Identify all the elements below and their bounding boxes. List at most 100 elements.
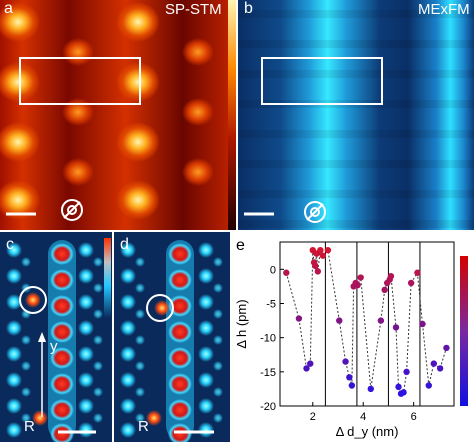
data-point	[430, 360, 438, 367]
data-point	[443, 344, 450, 352]
stm-dim-spot	[62, 158, 94, 186]
stm-bright-spot	[0, 180, 40, 220]
cyan-small-spot	[21, 387, 31, 397]
y-tick-label: -5	[266, 299, 276, 311]
panel-title-a: SP-STM	[165, 1, 222, 18]
cyan-spot	[120, 242, 136, 258]
magnetic-tip-icon-a	[61, 199, 83, 221]
mexfm-band	[238, 220, 474, 228]
origin-label-d: R	[138, 418, 149, 435]
stm-dim-spot	[62, 38, 94, 66]
stm-dim-spot	[182, 38, 214, 66]
data-point	[419, 320, 426, 328]
data-point	[324, 247, 332, 254]
x-tick-label: 2	[310, 411, 316, 423]
stm-dim-spot	[62, 98, 94, 126]
data-point	[317, 247, 324, 254]
data-point	[400, 389, 407, 396]
chart-axes: 0 -5 -10 -15 -20 2 4 6	[260, 241, 455, 423]
x-tick-label: 6	[411, 411, 417, 423]
cyan-small-spot	[135, 361, 145, 371]
mexfm-band	[238, 160, 474, 168]
stm-bright-spot	[116, 180, 160, 220]
stm-dim-spot	[182, 98, 214, 126]
cyan-spot	[78, 398, 94, 414]
simulation-image-c	[0, 232, 112, 442]
cyan-small-spot	[135, 335, 145, 345]
cyan-small-spot	[135, 309, 145, 319]
cyan-spot	[120, 294, 136, 310]
y-tick-label: -15	[260, 367, 276, 379]
cyan-small-spot	[213, 283, 223, 293]
data-point	[342, 358, 349, 365]
hot-spot	[25, 292, 41, 308]
data-point	[407, 279, 415, 287]
cyan-spot	[198, 398, 214, 414]
data-point	[319, 252, 327, 259]
red-spot	[168, 321, 192, 343]
cyan-spot	[6, 398, 22, 414]
cyan-small-spot	[93, 283, 103, 293]
panel-a-sp-stm: a SP-STM	[0, 0, 236, 230]
height-vs-distance-chart: 0 -5 -10 -15 -20 2 4 6 e Δ h (pm) Δ d_y (nm)	[232, 232, 474, 442]
cyan-spot	[120, 398, 136, 414]
mexfm-band	[238, 130, 474, 138]
data-point	[436, 365, 444, 372]
data-point	[367, 385, 374, 393]
sp-stm-image	[0, 0, 236, 230]
cyan-spot	[120, 268, 136, 284]
cyan-spot	[120, 320, 136, 336]
cyan-small-spot	[135, 413, 145, 423]
highlight-circle-c	[19, 286, 47, 314]
cyan-small-spot	[213, 387, 223, 397]
cyan-spot	[120, 422, 136, 438]
data-point	[307, 360, 314, 367]
red-spot	[168, 373, 192, 395]
panel-b-mexfm: b MExFM	[238, 0, 474, 230]
plot-frame	[279, 241, 455, 407]
red-spot	[50, 399, 74, 421]
panel-c-simulation: c y R	[0, 232, 112, 442]
y-tick-label: 0	[270, 264, 276, 276]
red-spot	[50, 269, 74, 291]
cyan-small-spot	[135, 257, 145, 267]
hot-spot	[32, 410, 48, 426]
stm-bright-spot	[0, 122, 40, 162]
cyan-spot	[78, 242, 94, 258]
cyan-small-spot	[21, 335, 31, 345]
panel-label-b: b	[244, 0, 253, 17]
magnetic-tip-icon-b	[304, 201, 326, 223]
cyan-small-spot	[213, 257, 223, 267]
dashed-series-line	[285, 248, 447, 395]
data-point	[392, 324, 400, 331]
y-tick-label: -20	[260, 401, 276, 413]
cyan-spot	[6, 320, 22, 336]
panel-e-chart: 0 -5 -10 -15 -20 2 4 6 e Δ h (pm) Δ d_y (nm)	[232, 232, 474, 442]
cyan-spot	[198, 242, 214, 258]
cyan-spot	[78, 372, 94, 388]
mexfm-band	[238, 40, 474, 48]
cyan-small-spot	[213, 413, 223, 423]
cyan-small-spot	[21, 361, 31, 371]
data-point	[348, 382, 356, 389]
cyan-small-spot	[93, 335, 103, 345]
mexfm-band	[238, 70, 474, 78]
origin-label-c: R	[24, 418, 35, 435]
cyan-small-spot	[213, 309, 223, 319]
stm-dim-spot	[182, 158, 214, 186]
cyan-spot	[6, 242, 22, 258]
cyan-spot	[78, 346, 94, 362]
colorbar-a	[228, 0, 236, 230]
red-spot	[168, 399, 192, 421]
cyan-spot	[198, 320, 214, 336]
y-axis-arrow-head	[38, 332, 46, 342]
stm-bright-spot	[0, 2, 40, 42]
data-point	[377, 317, 385, 324]
cyan-small-spot	[93, 257, 103, 267]
simulation-image-d	[114, 232, 230, 442]
cyan-spot	[198, 372, 214, 388]
panel-label-c: c	[6, 236, 14, 253]
data-point	[425, 382, 432, 389]
data-point	[381, 286, 388, 294]
data-point	[314, 268, 322, 275]
